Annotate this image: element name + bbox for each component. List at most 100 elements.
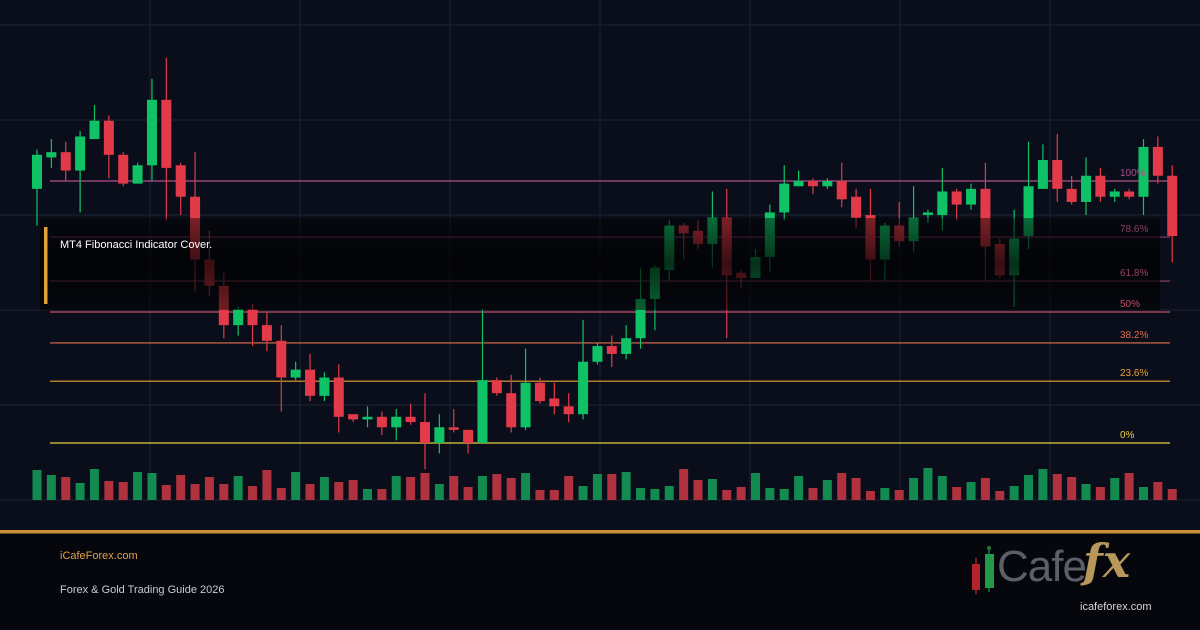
candle-body [118, 154, 129, 184]
candle [1138, 139, 1149, 216]
volume-bar [664, 486, 674, 500]
volume-bar [837, 473, 847, 500]
logo-url: icafeforex.com [1080, 601, 1152, 613]
volume-bar [693, 480, 703, 500]
fib-label: 50% [1120, 299, 1140, 310]
candle-body [807, 181, 818, 187]
volume-bar [1138, 487, 1148, 500]
candle-body [836, 181, 847, 200]
volume-bar [89, 469, 99, 500]
volume-bar [636, 488, 646, 500]
volume-bar [61, 477, 71, 500]
volume-bar [391, 476, 401, 500]
candle-body [534, 382, 545, 402]
volume-bar [176, 475, 186, 500]
candle [822, 178, 833, 189]
candle [779, 165, 790, 221]
cover-accent-bar [44, 227, 48, 304]
candle [175, 162, 186, 216]
candle [534, 377, 545, 404]
volume-bar [147, 473, 157, 500]
fib-label: 38.2% [1120, 330, 1148, 341]
candle-body [276, 340, 287, 378]
candle-body [1037, 160, 1048, 189]
volume-bar [434, 484, 444, 500]
volume-bar [118, 482, 128, 500]
candle [362, 406, 373, 428]
candle-body [319, 377, 330, 396]
volume-bar [1067, 477, 1077, 500]
candle-body [1095, 175, 1106, 197]
candle-body [779, 183, 790, 213]
candle-body [966, 188, 977, 205]
candle-body [233, 309, 244, 326]
candle [132, 162, 143, 184]
candle-body [980, 188, 991, 247]
candle [32, 149, 42, 226]
volume-bar [736, 487, 746, 500]
volume-bar [262, 470, 272, 500]
candle [89, 105, 100, 140]
candle-body [592, 346, 603, 362]
volume-bar [865, 491, 875, 500]
candle-body [348, 414, 359, 420]
volume-bar [406, 477, 416, 500]
volume-bar [133, 472, 143, 500]
candle [951, 188, 962, 221]
volume-bar [578, 486, 588, 500]
candle [520, 348, 531, 430]
candle-body [247, 309, 258, 326]
volume-bar [952, 487, 962, 500]
volume-bar [1024, 475, 1034, 500]
candle [261, 312, 272, 352]
candle-body [520, 382, 531, 428]
logo-word: Cafe [997, 542, 1087, 591]
volume-bar [894, 490, 904, 500]
candle-body [305, 369, 316, 396]
candle-body [606, 346, 617, 354]
footer-separator [0, 530, 1200, 534]
volume-bar [363, 489, 373, 500]
candle-body [1124, 191, 1135, 197]
candle [290, 361, 301, 381]
candle [405, 403, 416, 425]
volume-bar [463, 487, 473, 500]
volume-bar [1153, 482, 1163, 500]
candle-body [793, 181, 804, 187]
candle [1052, 133, 1063, 202]
candle-body [506, 393, 517, 428]
candle-body [146, 99, 157, 166]
candle-body [362, 416, 373, 420]
candle-body [1138, 146, 1149, 197]
footer-site-link[interactable]: iCafeForex.com [60, 550, 138, 562]
volume-bar [248, 486, 258, 500]
candle [146, 78, 157, 181]
volume-bar [276, 488, 286, 500]
volume-bar [607, 474, 617, 500]
candle [592, 343, 603, 365]
candle-body [132, 165, 143, 184]
logo-fx: fx [1083, 534, 1131, 588]
volume-bar [32, 470, 42, 500]
volume-bar [46, 475, 56, 500]
fib-label: 100% [1120, 168, 1146, 179]
volume-bar [492, 474, 502, 500]
volume-bar [808, 488, 818, 500]
candle-body [290, 369, 301, 378]
candle-body [851, 196, 862, 218]
volume-bar [722, 490, 732, 500]
candle [319, 372, 330, 402]
candle [1037, 144, 1048, 189]
candle [75, 131, 86, 213]
volume-bar [535, 490, 545, 500]
volume-bar [348, 480, 358, 500]
candle [333, 364, 344, 433]
volume-bars [32, 468, 1177, 500]
volume-bar [1052, 474, 1062, 500]
candle [606, 335, 617, 368]
volume-bar [980, 478, 990, 500]
candle [233, 306, 244, 336]
volume-bar [549, 490, 559, 500]
volume-bar [190, 484, 200, 500]
candle-body [161, 99, 172, 168]
